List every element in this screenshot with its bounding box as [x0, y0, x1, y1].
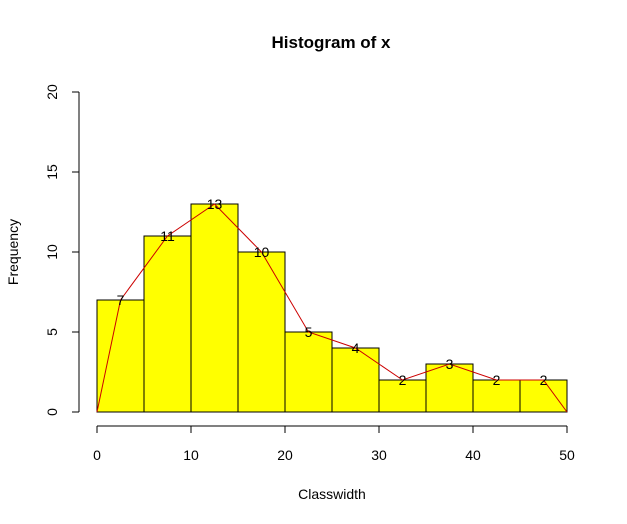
data-labels-group: 7 11 13 10 5 4 2 3 2 2	[117, 196, 548, 388]
y-tick-label: 15	[44, 164, 60, 180]
data-label: 13	[207, 196, 223, 212]
x-axis: 0 10 20 30 40 50	[93, 425, 575, 463]
data-label: 2	[493, 372, 501, 388]
data-label: 4	[352, 340, 360, 356]
histogram-bar	[284, 331, 333, 413]
x-axis-label: Classwidth	[298, 486, 366, 502]
x-tick-label: 10	[183, 447, 199, 463]
data-label: 2	[399, 372, 407, 388]
frequency-polygon-line	[96, 203, 568, 413]
histogram-bar	[96, 299, 145, 413]
y-tick-label: 0	[44, 408, 60, 416]
data-label: 5	[305, 324, 313, 340]
x-tick-label: 40	[465, 447, 481, 463]
x-tick-label: 50	[559, 447, 575, 463]
data-label: 2	[540, 372, 548, 388]
y-tick-label: 5	[44, 328, 60, 336]
histogram-bar	[378, 379, 427, 413]
histogram-bar	[425, 363, 474, 413]
data-label: 7	[117, 292, 125, 308]
y-tick-label: 10	[44, 244, 60, 260]
y-tick-label: 20	[44, 84, 60, 100]
chart-title: Histogram of x	[271, 33, 391, 52]
y-axis-label: Frequency	[5, 219, 21, 285]
y-axis: 0 5 10 15 20	[44, 84, 80, 416]
data-label: 10	[254, 244, 270, 260]
histogram-bar	[331, 347, 380, 413]
x-tick-label: 30	[371, 447, 387, 463]
x-tick-label: 0	[93, 447, 101, 463]
x-tick-label: 20	[277, 447, 293, 463]
histogram-bar	[472, 379, 521, 413]
histogram-bar	[143, 235, 192, 413]
histogram-bar	[190, 203, 239, 413]
data-label: 3	[446, 356, 454, 372]
histogram-bar	[519, 379, 568, 413]
data-label: 11	[160, 228, 175, 244]
histogram-bar	[237, 251, 286, 413]
frequency-polygon-group	[96, 203, 568, 413]
